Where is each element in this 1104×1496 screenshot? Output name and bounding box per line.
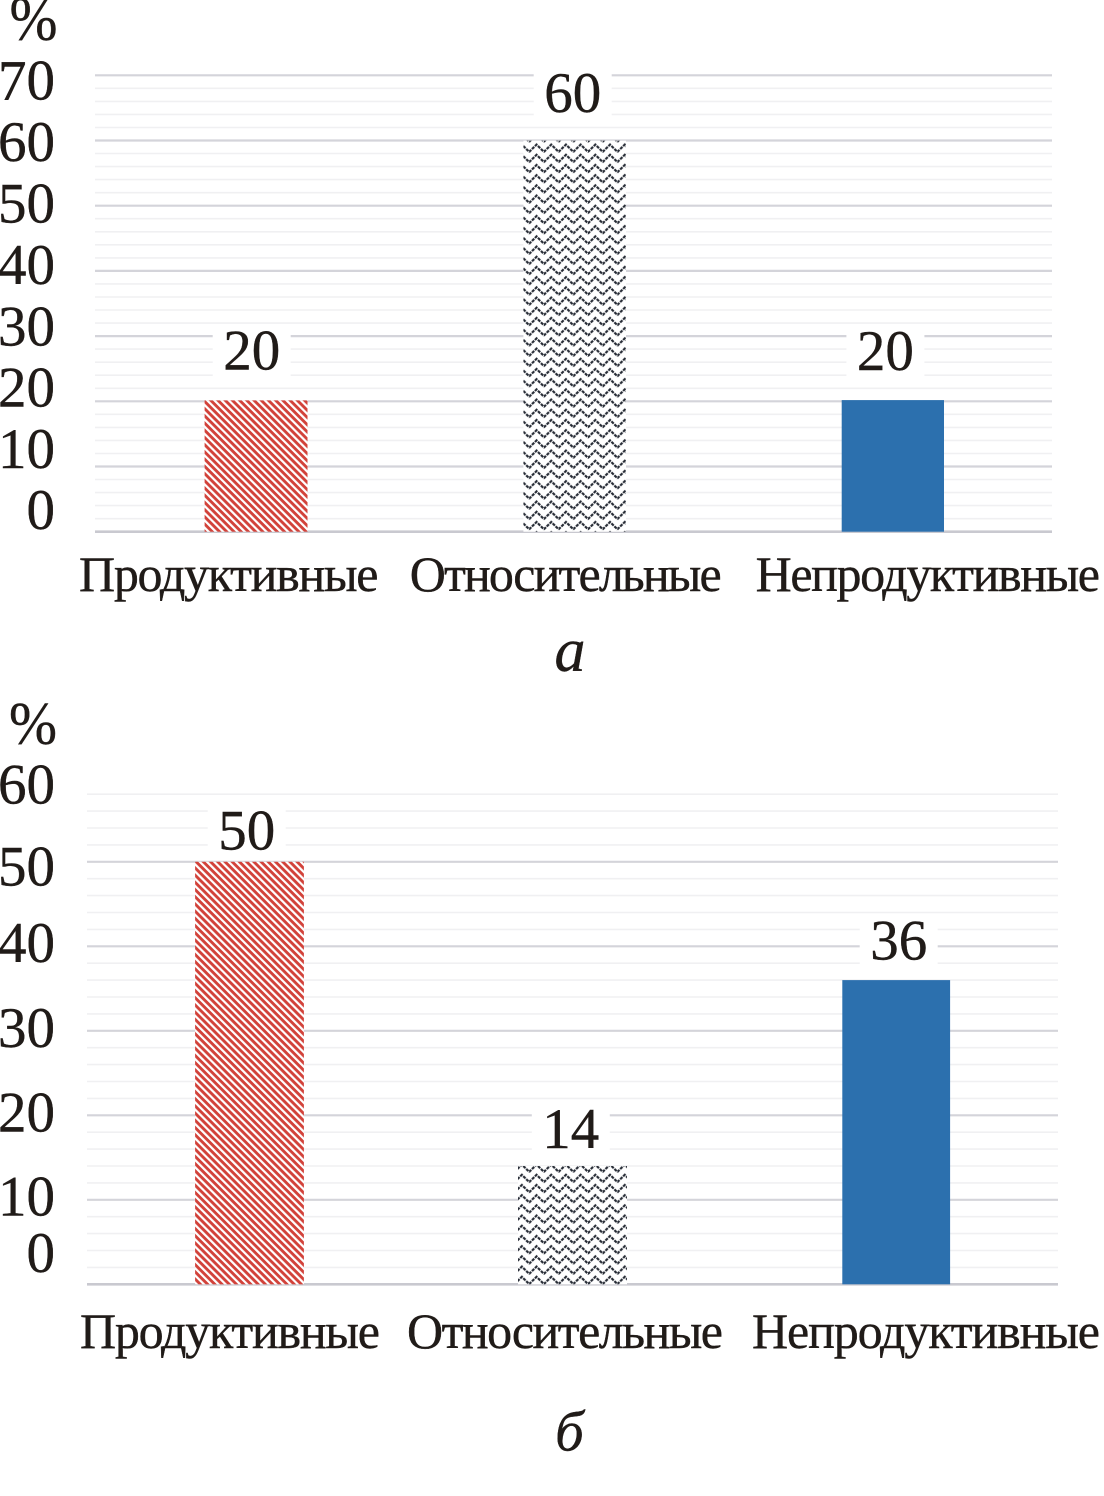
- svg-text:Относительные: Относительные: [407, 1303, 723, 1359]
- svg-text:70: 70: [0, 49, 55, 112]
- svg-text:20: 20: [223, 319, 280, 382]
- svg-text:%: %: [9, 690, 57, 756]
- svg-text:Продуктивные: Продуктивные: [80, 1303, 380, 1359]
- svg-text:20: 20: [857, 320, 914, 383]
- svg-text:а: а: [555, 617, 586, 685]
- svg-text:10: 10: [0, 1166, 55, 1229]
- svg-text:30: 30: [0, 295, 55, 358]
- svg-text:20: 20: [0, 357, 55, 420]
- svg-text:%: %: [10, 0, 58, 54]
- svg-text:50: 50: [0, 836, 55, 899]
- svg-text:60: 60: [0, 754, 55, 817]
- svg-text:Непродуктивные: Непродуктивные: [752, 1303, 1100, 1359]
- svg-text:б: б: [555, 1401, 586, 1464]
- svg-text:Непродуктивные: Непродуктивные: [756, 546, 1100, 602]
- svg-text:50: 50: [0, 172, 55, 235]
- svg-text:Относительные: Относительные: [410, 546, 722, 602]
- svg-text:50: 50: [218, 799, 275, 862]
- svg-text:14: 14: [542, 1098, 599, 1161]
- svg-text:60: 60: [544, 62, 601, 125]
- svg-text:0: 0: [27, 1222, 56, 1285]
- svg-text:Продуктивные: Продуктивные: [79, 546, 379, 602]
- svg-text:60: 60: [0, 111, 55, 174]
- svg-text:10: 10: [0, 418, 55, 481]
- svg-text:40: 40: [0, 912, 55, 975]
- svg-text:40: 40: [0, 234, 55, 297]
- svg-text:30: 30: [0, 997, 55, 1060]
- svg-text:36: 36: [870, 909, 927, 972]
- svg-text:0: 0: [27, 479, 56, 542]
- svg-text:20: 20: [0, 1082, 55, 1145]
